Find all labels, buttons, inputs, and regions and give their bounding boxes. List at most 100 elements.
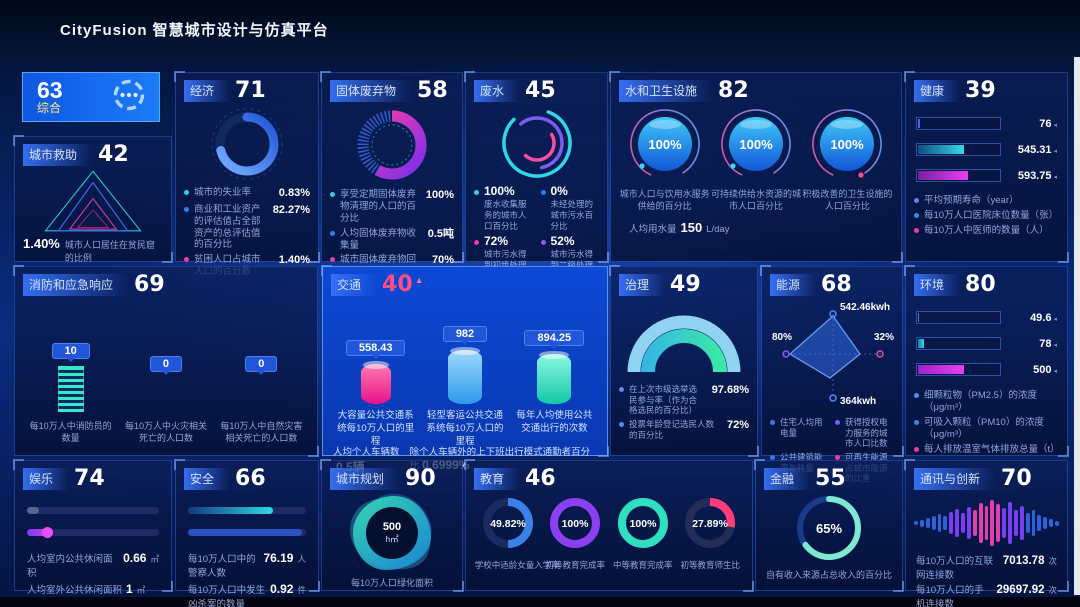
stat-value: 76 (1007, 118, 1057, 130)
waveform-bar (961, 513, 965, 533)
stat-unit: ㎡ (150, 554, 159, 564)
city-emblem-icon (111, 77, 147, 118)
right-edge-strip (1074, 57, 1080, 595)
value-badge: 0 (149, 356, 183, 375)
legend-dot (474, 240, 479, 246)
panel-fire-emergency[interactable]: 消防和应急响应 69 10 每10万人中消防员的数量 0 每10万人中火灾相关死… (13, 265, 319, 457)
panel-environment[interactable]: 环境 80 49.6 78 500 细颗粒物（PM2.5）的浓度（μg/m³） … (904, 265, 1069, 457)
panel-recreation[interactable]: 娱乐 74 人均室内公共休闲面积 0.66 ㎡ 人均室外公共休闲面积 1 ㎡ (13, 459, 173, 596)
panel-title: 环境 (914, 274, 961, 296)
recreation-slider[interactable] (27, 507, 159, 514)
legend-label: 平均预期寿命（year） (924, 195, 1019, 206)
green-area-blob-chart: 500 h㎡ (337, 482, 445, 584)
safety-bar (188, 529, 306, 536)
stat-label: 人均室内公共休闲面积 (27, 554, 113, 579)
panel-water-sanitation[interactable]: 水和卫生设施 82 100% 城市人口与饮用水服务供给的百分比 (609, 71, 903, 263)
education-donut: 49.82% 学校中适龄女童入学率 (475, 494, 560, 571)
stat-unit: L/day (706, 224, 730, 236)
panel-score: 70 (1001, 466, 1032, 491)
legend-dot (184, 257, 189, 263)
panel-score: 71 (235, 78, 266, 103)
panel-score: 82 (718, 78, 749, 103)
stat-label: 人均个人车辆数 (333, 447, 400, 458)
traffic-cylinder-chart: 558.43 982 894.25 (331, 302, 599, 404)
stat-value: 82.27% (272, 203, 310, 216)
waveform-bar (949, 512, 954, 534)
stat-unit: 人 (297, 554, 306, 564)
panel-score: 58 (417, 78, 448, 103)
stat-label: 人均室外公共休闲面积 (27, 585, 123, 596)
slider-knob[interactable] (42, 527, 54, 538)
legend-label: 细颗粒物（PM2.5）的浓度（μg/m³） (924, 390, 1037, 413)
stat-label: 城市人口居住在贫民窟的比例 (64, 240, 155, 263)
stat-label: 人均用水量 (629, 224, 677, 236)
bottom-edge-strip (0, 597, 1080, 607)
panel-energy[interactable]: 能源 68 542.46kwh 32% 364kwh 80% 住宅人均用电量 获… (760, 265, 904, 483)
gauge-label: 可持续供给水资源的城市人口百分比 (710, 189, 801, 211)
waveform-bar (943, 516, 948, 530)
panel-score: 69 (134, 272, 165, 297)
stat-value: 100% (562, 518, 590, 530)
panel-communication[interactable]: 通讯与创新 70 每10万人口的互联网连接数 7013.78 次 每10万人口的手机… (904, 459, 1069, 607)
panel-score: 55 (815, 466, 846, 491)
legend-label: 可吸入颗粒（PM10）的浓度（μg/m³） (924, 416, 1044, 440)
stat-label: 投票年龄登记选民人数的百分比 (629, 418, 715, 440)
gauge-label: 积极改善的卫生设施的人口百分比 (802, 189, 893, 211)
panel-urban-planning[interactable]: 城市规划 90 500 h㎡ 每10万人口绿化面积 (320, 459, 464, 592)
panel-score: 90 (405, 466, 436, 491)
waveform-bar (937, 514, 942, 532)
panel-title: 治理 (619, 274, 666, 296)
panel-title: 废水 (474, 80, 521, 102)
legend-dot (835, 420, 840, 425)
stat-label: 每10万人口中发生凶杀案的数量 (188, 585, 266, 607)
gauge-value: 100% (648, 137, 682, 152)
panel-safety[interactable]: 安全 66 每10万人口中的警察人数 76.19 人 每10万人口中发生凶杀案的数量… (174, 459, 320, 607)
legend-dot (835, 454, 840, 460)
panel-economy[interactable]: 经济 71 城市的失业率 0.83% 商业和工业资产的评估值占全部资产的总评估值的… (174, 71, 320, 277)
stat-value: 49.82% (490, 518, 526, 530)
composite-score: 63 (37, 76, 63, 103)
fire-stat: 0 每10万人中火灾相关死亡的人口数 (123, 356, 209, 446)
stat-value: 72% (726, 418, 749, 431)
axis-value-bottom: 364kwh (840, 396, 877, 407)
waveform-bar (1002, 508, 1007, 538)
recreation-slider[interactable] (27, 527, 159, 538)
value-badge: 10 (51, 343, 90, 362)
panel-solid-waste[interactable]: 固体废弃物 58 享受定期固体废弃物清理的人口的百分比 100% 人均固体废弃物收… (320, 71, 464, 277)
panel-score: 45 (525, 78, 556, 103)
stat-label: 大容量公共交通系统每10万人口的里程 (337, 410, 415, 447)
panel-governance[interactable]: 治理 49 在上次市级选举选民参与率（作为合格选民的百分比） 97.68% 投票年… (609, 265, 759, 457)
traffic-stat: 982 (423, 326, 506, 404)
stat-cell: 100% 废水收集服务的城市人口百分比 (474, 184, 533, 232)
legend-dot (474, 190, 479, 195)
panel-wastewater[interactable]: 废水 45 100% 废水收集服务的城市人口百分比 0% 未经处理的城市污水百分比 … (464, 71, 609, 281)
composite-score-card[interactable]: 63 综合 (22, 72, 160, 122)
waveform-bar (972, 510, 977, 536)
waveform-bar (925, 518, 930, 528)
energy-radar-chart: 542.46kwh 32% 364kwh 80% (770, 300, 894, 412)
panel-education[interactable]: 教育 46 49.82% 学校中适龄女童入学率 100% 初等教育完成率 (464, 459, 754, 592)
composite-score-block: 63 综合 (37, 76, 63, 115)
panel-title: 城市规划 (330, 468, 401, 490)
value-badge: 0 (245, 356, 278, 375)
top-bar: CityFusion 智慧城市设计与仿真平台 (0, 0, 1080, 57)
value-badge: 894.25 (524, 330, 585, 349)
waveform-bar (990, 500, 995, 546)
panel-score: 39 (965, 78, 996, 103)
environment-bar-chart: 49.6 78 500 (914, 311, 1059, 376)
stat-value: 0.92 (270, 582, 294, 596)
panel-title: 通讯与创新 (914, 468, 997, 490)
panel-title: 金融 (764, 468, 811, 490)
legend-dot (330, 230, 335, 236)
panel-health[interactable]: 健康 39 76 545.31 593.75 平均预期寿命（year） 每10万… (904, 71, 1069, 263)
panel-city-aid[interactable]: 城市救助 42 1.40% 城市人口居住在贫民窟的比例 (13, 135, 173, 263)
panel-finance[interactable]: 金融 55 65% 自有收入来源占总收入的百分比 (754, 459, 904, 592)
stat-value: 100% (425, 189, 454, 201)
legend-dot (914, 212, 919, 218)
panel-title: 城市救助 (23, 144, 94, 166)
waveform-bar (1037, 515, 1042, 531)
axis-value-right: 32% (873, 332, 894, 343)
stat-value: 78 (1007, 338, 1057, 350)
panel-traffic[interactable]: 交通 40 ▲ 558.43 982 894.25 大容量公共交通系统每10万人… (321, 265, 609, 474)
stat-label: 每10万人中火灾相关死亡的人口数 (124, 421, 207, 444)
